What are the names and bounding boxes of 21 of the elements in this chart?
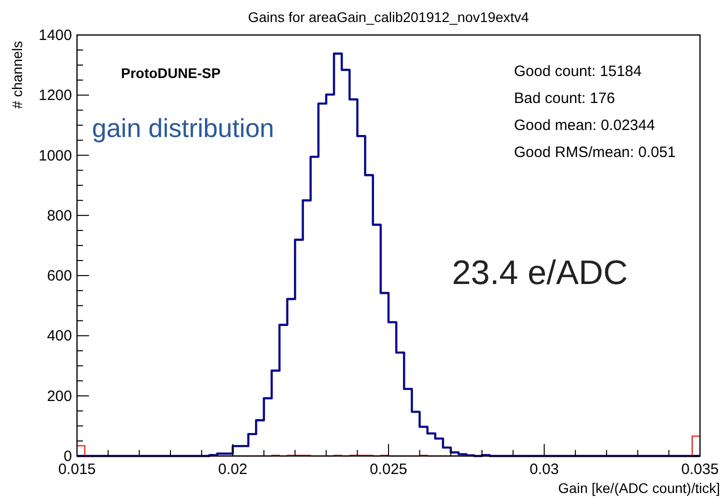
annotation: Good mean: 0.02344 (514, 117, 655, 134)
y-tick-label: 1000 (38, 147, 72, 164)
y-tick-label: 400 (46, 328, 72, 345)
chart-title: Gains for areaGain_calib201912_nov19extv4 (248, 9, 530, 25)
y-axis-title: # channels (9, 41, 25, 109)
annotation: Good count: 15184 (514, 63, 642, 80)
y-tick-label: 200 (46, 388, 72, 405)
x-axis-title: Gain [ke/(ADC count)/tick] (558, 480, 720, 496)
annotation: 23.4 e/ADC (452, 254, 628, 292)
y-tick-label: 1200 (38, 87, 72, 104)
y-tick-label: 600 (46, 268, 72, 285)
y-tick-label: 1400 (38, 27, 72, 44)
x-tick-label: 0.02 (218, 461, 248, 478)
annotation: gain distribution (92, 113, 274, 143)
y-tick-label: 800 (46, 207, 72, 224)
x-tick-label: 0.025 (370, 461, 408, 478)
x-tick-label: 0.035 (681, 461, 719, 478)
x-tick-label: 0.03 (530, 461, 559, 478)
annotation: Bad count: 176 (514, 90, 615, 107)
annotation: Good RMS/mean: 0.051 (514, 144, 676, 161)
annotation: ProtoDUNE-SP (121, 65, 221, 81)
